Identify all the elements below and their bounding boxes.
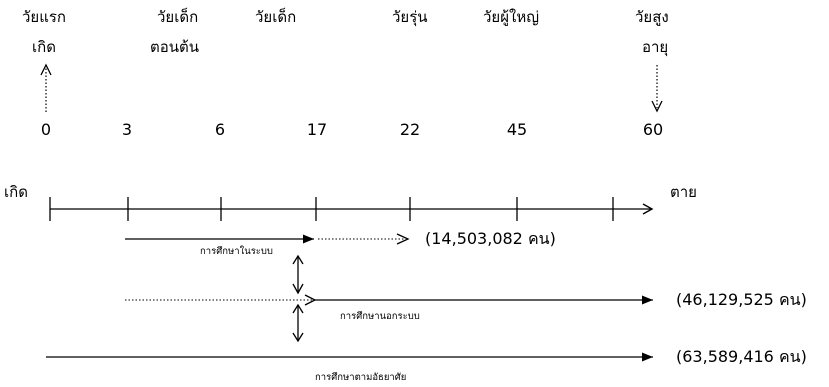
stage-adult-line1: วัยผู้ใหญ่ (483, 8, 539, 26)
formal-education-count: (14,503,082 คน) (425, 229, 556, 248)
stage-teen-line1: วัยรุ่น (392, 8, 428, 26)
age-45: 45 (506, 120, 528, 139)
nonformal-education-label: การศึกษานอกระบบ (340, 311, 420, 322)
informal-education-label: การศึกษาตามอัธยาศัย (315, 372, 407, 383)
timeline-end-label: ตาย (670, 183, 697, 201)
age-17: 17 (306, 120, 328, 139)
age-60: 60 (642, 120, 664, 139)
age-3: 3 (121, 120, 133, 139)
stage-early-child-line2: ตอนต้น (150, 38, 199, 56)
stage-elderly-line1: วัยสูง (635, 8, 669, 26)
transfer-double-arrow-1 (292, 254, 304, 295)
stage-infant-line2: เกิด (32, 38, 56, 56)
formal-education-label: การศึกษาในระบบ (200, 246, 273, 257)
stage-infant-line1: วัยแรก (22, 8, 67, 26)
timeline-ticks (49, 197, 614, 221)
stage-early-child-line1: วัยเด็ก (157, 8, 199, 26)
stage-child-line1: วัยเด็ก (255, 8, 297, 26)
stage-elderly-line2: อายุ (642, 38, 669, 56)
informal-education-count: (63,589,416 คน) (676, 347, 807, 366)
timeline-start-label: เกิด (4, 183, 28, 201)
age-0: 0 (40, 120, 52, 139)
transfer-double-arrow-2 (292, 303, 304, 343)
nonformal-education-count: (46,129,525 คน) (676, 290, 807, 309)
age-22: 22 (399, 120, 421, 139)
age-6: 6 (214, 120, 226, 139)
